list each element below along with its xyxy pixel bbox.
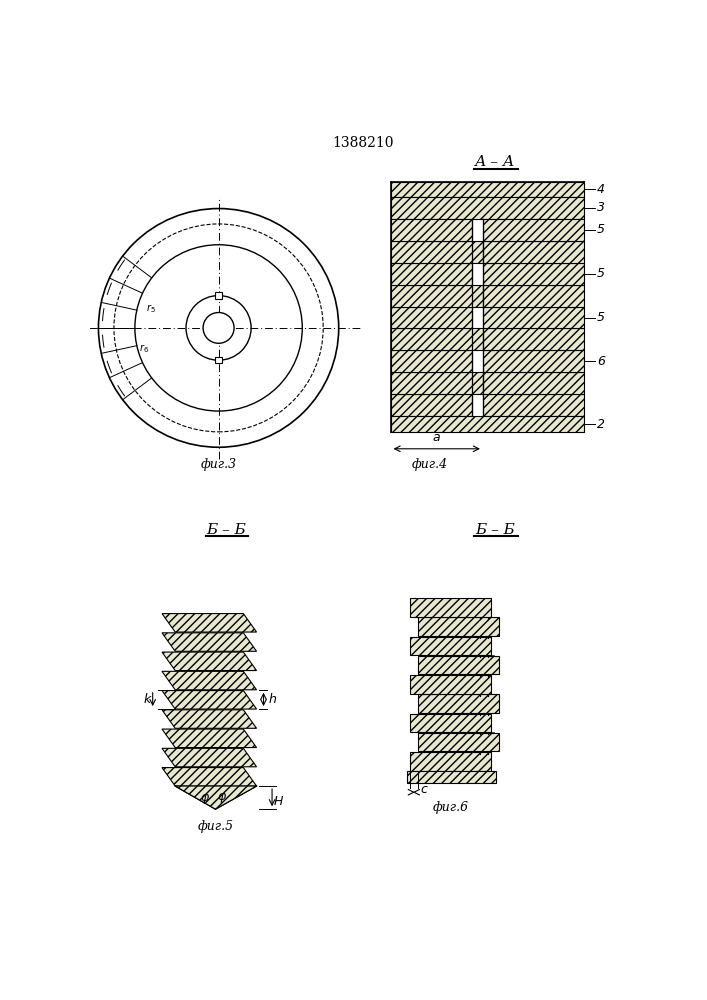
Bar [483,350,585,372]
Bar [391,285,483,307]
Bar [483,394,585,416]
Bar [407,771,496,783]
Bar [391,307,472,328]
Polygon shape [410,675,491,694]
Bar [391,416,585,432]
Polygon shape [162,671,257,690]
Bar [391,241,483,263]
Polygon shape [418,617,499,636]
Polygon shape [162,691,257,709]
Bar [483,241,585,263]
Text: фиг.3: фиг.3 [201,458,237,471]
Polygon shape [410,637,491,655]
Bar [483,263,585,285]
Polygon shape [162,768,257,786]
Bar [483,219,585,241]
Polygon shape [162,729,257,748]
Bar [215,357,223,363]
Text: 5: 5 [597,311,604,324]
Text: фиг.4: фиг.4 [411,458,448,471]
Text: 5: 5 [597,267,604,280]
Text: 4: 4 [597,183,604,196]
Bar [391,350,472,372]
Polygon shape [162,633,257,651]
Text: H: H [274,795,283,808]
Text: a: a [433,431,440,444]
Text: 5: 5 [597,223,604,236]
Text: φ: φ [200,791,209,804]
Text: фиг.5: фиг.5 [197,820,233,833]
Text: k: k [144,693,151,706]
Bar [391,182,585,197]
Polygon shape [162,652,257,671]
Bar [391,372,483,394]
Text: Б – Б: Б – Б [475,523,515,537]
Bar [483,285,585,307]
Text: фиг.6: фиг.6 [432,801,468,814]
Polygon shape [418,694,499,713]
Polygon shape [162,748,257,767]
Text: c: c [421,783,428,796]
Polygon shape [410,752,491,771]
Bar [483,307,585,328]
Text: h: h [269,693,277,706]
Polygon shape [175,786,257,809]
Text: $r_6$: $r_6$ [139,342,148,355]
Bar [483,372,585,394]
Text: Б – Б: Б – Б [206,523,246,537]
Text: 2: 2 [597,418,604,431]
Bar [483,328,585,350]
Text: 3: 3 [597,201,604,214]
Polygon shape [418,733,499,751]
Polygon shape [410,714,491,732]
Bar [391,219,472,241]
Bar [215,292,223,299]
Text: φ: φ [218,790,226,803]
Text: А – А: А – А [475,155,515,169]
Text: 6: 6 [597,355,604,368]
Text: 1388210: 1388210 [332,136,394,150]
Bar [391,197,585,219]
Bar [391,394,472,416]
Circle shape [203,312,234,343]
Polygon shape [162,614,257,632]
Polygon shape [162,710,257,728]
Bar [391,263,472,285]
Polygon shape [418,656,499,674]
Text: $r_5$: $r_5$ [146,302,156,315]
Polygon shape [410,598,491,617]
Bar [391,328,483,350]
